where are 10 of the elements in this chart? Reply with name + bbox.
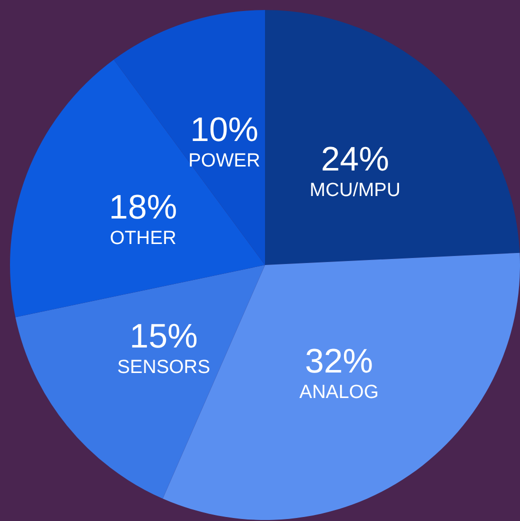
data-label: 15%: [130, 317, 198, 356]
slice-label: SENSORS: [117, 356, 210, 378]
slice-label: ANALOG: [299, 382, 379, 403]
slice-label: POWER: [188, 150, 260, 172]
data-label: 24%: [321, 140, 390, 179]
data-label: 18%: [109, 188, 178, 226]
data-label: 32%: [304, 342, 374, 380]
slice-label: MCU/MPU: [310, 180, 400, 202]
data-label: 10%: [190, 111, 258, 150]
slice-label: OTHER: [110, 228, 176, 249]
